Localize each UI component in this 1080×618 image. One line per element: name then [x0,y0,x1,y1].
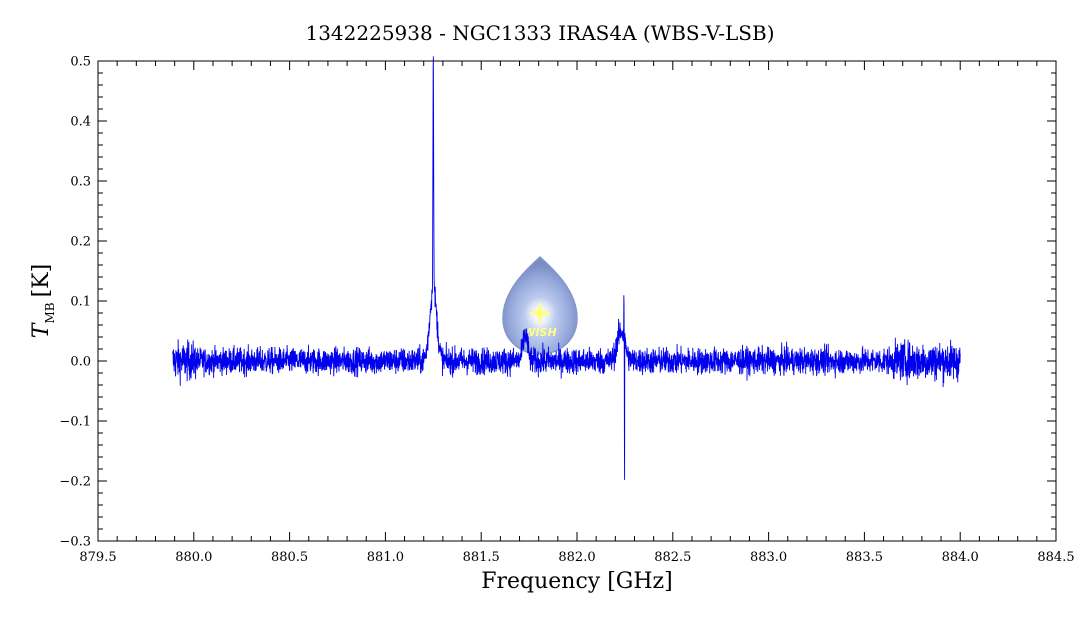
x-axis-label: Frequency [GHz] [481,569,673,594]
axis-ticks [97,60,1057,542]
wish-logo-text: WISH [523,326,556,339]
svg-text:TMB[K]: TMB [K] [29,264,57,338]
y-axis-label-subscript: MB [43,302,57,323]
y-tick-label: 0.5 [70,55,91,70]
x-tick-label: 881.0 [367,550,404,565]
star-icon [528,301,552,325]
plot-frame [97,60,1057,542]
y-tick-label: 0.0 [70,355,91,370]
y-axis-label: TMB [K] [29,264,57,338]
wish-logo: WISH [502,255,578,355]
x-tick-label: 881.5 [463,550,500,565]
series-line [172,56,961,480]
chart-title: 1342225938 - NGC1333 IRAS4A (WBS-V-LSB) [305,21,774,45]
x-tick-label: 883.0 [750,550,787,565]
y-tick-label: −0.3 [59,535,91,550]
x-tick-label: 879.5 [79,550,116,565]
x-tick-label: 882.5 [654,550,691,565]
y-tick-label: 0.2 [70,235,91,250]
x-axis-tick-labels: 879.5 880.0 880.5 881.0 881.5 882.0 882.5 883.0… [79,550,1074,565]
x-tick-label: 880.0 [175,550,212,565]
y-axis-tick-labels: 0.5 0.4 0.3 0.2 0.1 0.0 −0.1 −0.2 −0.3 [59,55,91,550]
y-tick-label: −0.1 [59,415,91,430]
y-axis-label-symbol: T [29,321,54,338]
x-tick-label: 880.5 [271,550,308,565]
y-tick-label: 0.3 [70,175,91,190]
y-tick-label: 0.1 [70,295,91,310]
y-tick-label: −0.2 [59,475,91,490]
x-tick-label: 883.5 [846,550,883,565]
x-tick-label: 884.5 [1037,550,1074,565]
x-tick-label: 884.0 [942,550,979,565]
y-tick-label: 0.4 [70,115,91,130]
x-tick-label: 882.0 [558,550,595,565]
y-axis-label-unit: [K] [29,264,54,298]
